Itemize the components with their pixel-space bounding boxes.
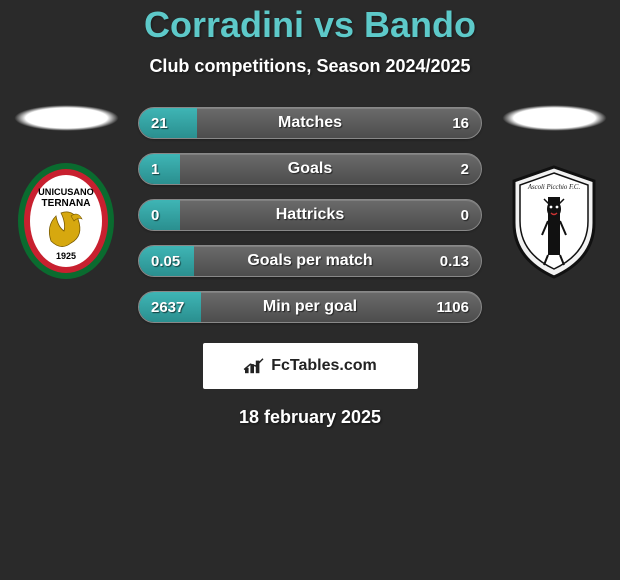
stat-left-value: 0 <box>139 200 180 230</box>
stat-right-value: 0 <box>437 200 481 230</box>
ellipse-shadow-right <box>502 105 607 131</box>
subtitle: Club competitions, Season 2024/2025 <box>0 56 620 77</box>
stat-right-value: 1106 <box>419 292 481 322</box>
site-badge[interactable]: FcTables.com <box>203 343 418 389</box>
comparison-card: Corradini vs Bando Club competitions, Se… <box>0 0 620 428</box>
left-club-column: UNICUSANO TERNANA 1925 <box>6 105 126 281</box>
ellipse-shadow-left <box>14 105 119 131</box>
stats-column: 21Matches16 1Goals2 0Hattricks0 0.05Goals p… <box>138 107 482 323</box>
stat-left-value: 0.05 <box>139 246 194 276</box>
left-club-crest: UNICUSANO TERNANA 1925 <box>16 161 116 281</box>
stat-row: 21Matches16 <box>138 107 482 139</box>
svg-text:UNICUSANO: UNICUSANO <box>38 187 94 197</box>
stat-label: Hattricks <box>139 206 481 224</box>
ascoli-crest-icon: Ascoli Picchio F.C. <box>504 161 604 281</box>
stat-left-value: 21 <box>139 108 197 138</box>
svg-text:1925: 1925 <box>56 251 76 261</box>
svg-text:Ascoli Picchio F.C.: Ascoli Picchio F.C. <box>527 184 581 191</box>
bar-chart-icon <box>243 357 265 375</box>
date-label: 18 february 2025 <box>0 407 620 428</box>
stat-row: 2637Min per goal1106 <box>138 291 482 323</box>
main-row: UNICUSANO TERNANA 1925 21Matches16 1Goals… <box>0 105 620 323</box>
ternana-crest-icon: UNICUSANO TERNANA 1925 <box>16 161 116 281</box>
svg-text:TERNANA: TERNANA <box>42 198 91 209</box>
stat-row: 1Goals2 <box>138 153 482 185</box>
page-title: Corradini vs Bando <box>0 4 620 46</box>
right-club-crest: Ascoli Picchio F.C. <box>504 161 604 281</box>
right-club-column: Ascoli Picchio F.C. <box>494 105 614 281</box>
stat-row: 0.05Goals per match0.13 <box>138 245 482 277</box>
site-label: FcTables.com <box>271 357 377 375</box>
stat-row: 0Hattricks0 <box>138 199 482 231</box>
stat-right-value: 16 <box>423 108 481 138</box>
stat-right-value: 2 <box>437 154 481 184</box>
stat-left-value: 2637 <box>139 292 201 322</box>
stat-right-value: 0.13 <box>423 246 481 276</box>
stat-left-value: 1 <box>139 154 180 184</box>
stat-label: Goals <box>139 160 481 178</box>
